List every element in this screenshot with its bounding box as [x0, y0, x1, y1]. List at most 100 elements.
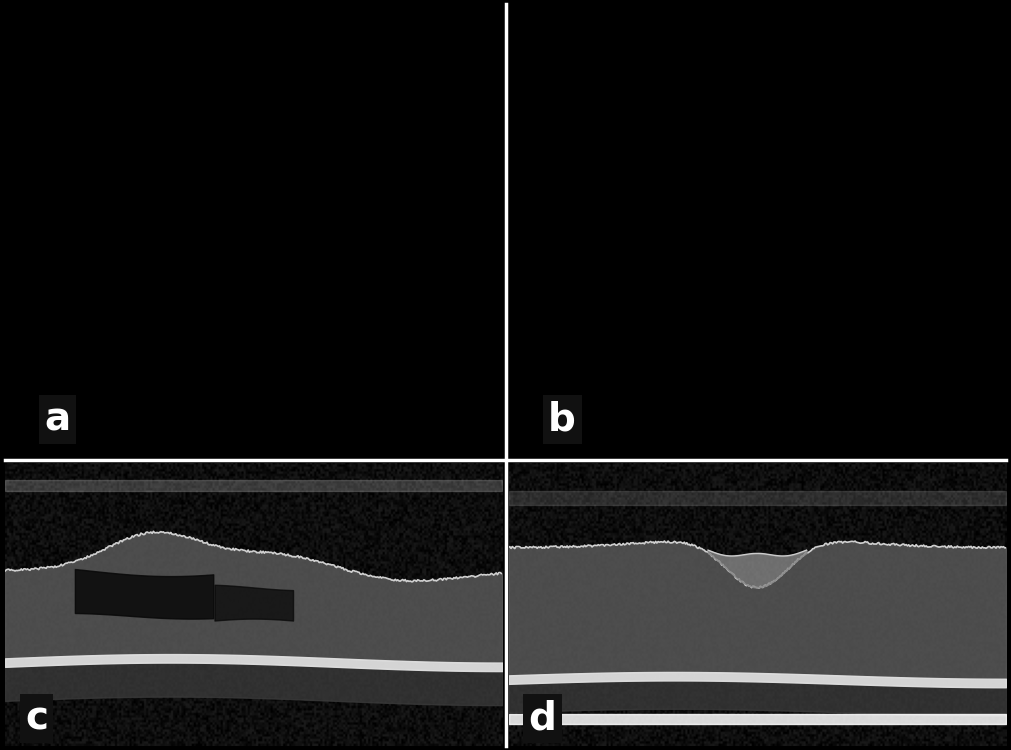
- Polygon shape: [168, 163, 303, 299]
- Polygon shape: [320, 79, 350, 99]
- Polygon shape: [787, 39, 800, 50]
- Circle shape: [891, 119, 906, 134]
- Polygon shape: [357, 115, 387, 137]
- Polygon shape: [896, 272, 927, 292]
- Polygon shape: [848, 54, 876, 80]
- Circle shape: [648, 213, 684, 249]
- Polygon shape: [33, 28, 438, 433]
- Polygon shape: [50, 58, 78, 83]
- Polygon shape: [769, 56, 799, 77]
- Polygon shape: [177, 57, 205, 76]
- Circle shape: [189, 355, 227, 393]
- Polygon shape: [882, 320, 897, 333]
- Polygon shape: [924, 180, 947, 200]
- Polygon shape: [131, 414, 167, 438]
- Polygon shape: [31, 235, 58, 255]
- Polygon shape: [878, 317, 901, 336]
- Polygon shape: [303, 410, 323, 424]
- Polygon shape: [916, 122, 935, 142]
- Polygon shape: [36, 238, 54, 251]
- Polygon shape: [254, 422, 272, 439]
- Polygon shape: [831, 44, 848, 55]
- Polygon shape: [143, 40, 165, 56]
- Polygon shape: [400, 220, 418, 233]
- Polygon shape: [274, 52, 305, 73]
- Polygon shape: [890, 92, 907, 105]
- Polygon shape: [659, 375, 682, 396]
- Circle shape: [199, 365, 217, 383]
- Circle shape: [341, 104, 357, 121]
- Circle shape: [69, 77, 85, 94]
- Polygon shape: [784, 37, 803, 52]
- Polygon shape: [339, 368, 364, 393]
- Polygon shape: [38, 130, 62, 148]
- Polygon shape: [918, 226, 941, 247]
- Polygon shape: [822, 74, 838, 88]
- Polygon shape: [229, 46, 250, 60]
- Polygon shape: [584, 58, 930, 404]
- Polygon shape: [81, 64, 100, 80]
- Circle shape: [220, 62, 233, 74]
- Polygon shape: [67, 127, 87, 142]
- Polygon shape: [879, 70, 891, 82]
- Circle shape: [279, 211, 319, 251]
- Polygon shape: [299, 406, 328, 427]
- Polygon shape: [249, 418, 277, 444]
- Circle shape: [906, 292, 918, 305]
- Polygon shape: [937, 225, 950, 238]
- Polygon shape: [818, 70, 842, 92]
- Polygon shape: [63, 58, 408, 404]
- Ellipse shape: [755, 217, 787, 244]
- Polygon shape: [385, 165, 404, 178]
- Circle shape: [942, 202, 953, 214]
- Polygon shape: [885, 88, 911, 107]
- Polygon shape: [919, 124, 932, 138]
- Text: c: c: [25, 699, 48, 737]
- Circle shape: [765, 230, 776, 242]
- Polygon shape: [244, 92, 263, 107]
- Polygon shape: [396, 274, 412, 286]
- Ellipse shape: [183, 222, 215, 249]
- Polygon shape: [50, 288, 68, 301]
- Polygon shape: [753, 406, 771, 418]
- Polygon shape: [54, 63, 73, 80]
- Polygon shape: [48, 190, 62, 200]
- Polygon shape: [94, 392, 113, 406]
- Circle shape: [658, 223, 674, 239]
- Polygon shape: [368, 329, 384, 343]
- Circle shape: [856, 84, 867, 96]
- Polygon shape: [877, 68, 894, 85]
- Polygon shape: [342, 372, 359, 389]
- Polygon shape: [194, 434, 213, 447]
- Circle shape: [296, 74, 311, 88]
- Polygon shape: [364, 326, 388, 346]
- Polygon shape: [135, 131, 336, 331]
- Circle shape: [98, 107, 110, 118]
- Polygon shape: [108, 40, 127, 57]
- Polygon shape: [899, 165, 915, 179]
- Polygon shape: [912, 136, 930, 153]
- Circle shape: [83, 265, 97, 279]
- Polygon shape: [843, 356, 861, 370]
- Text: d: d: [529, 699, 556, 737]
- Polygon shape: [169, 386, 194, 402]
- Polygon shape: [145, 140, 327, 322]
- Circle shape: [157, 406, 169, 419]
- Polygon shape: [147, 44, 161, 54]
- Polygon shape: [83, 94, 107, 113]
- Polygon shape: [326, 82, 346, 96]
- Polygon shape: [853, 58, 870, 76]
- Polygon shape: [945, 166, 961, 187]
- Polygon shape: [190, 432, 218, 450]
- Polygon shape: [861, 116, 889, 139]
- Polygon shape: [757, 231, 967, 437]
- Polygon shape: [907, 132, 935, 158]
- Polygon shape: [224, 44, 254, 64]
- Circle shape: [915, 166, 927, 178]
- Polygon shape: [137, 419, 161, 434]
- Text: b: b: [548, 400, 576, 439]
- Polygon shape: [927, 183, 942, 196]
- Polygon shape: [947, 170, 958, 183]
- Polygon shape: [703, 396, 729, 412]
- Polygon shape: [352, 176, 366, 186]
